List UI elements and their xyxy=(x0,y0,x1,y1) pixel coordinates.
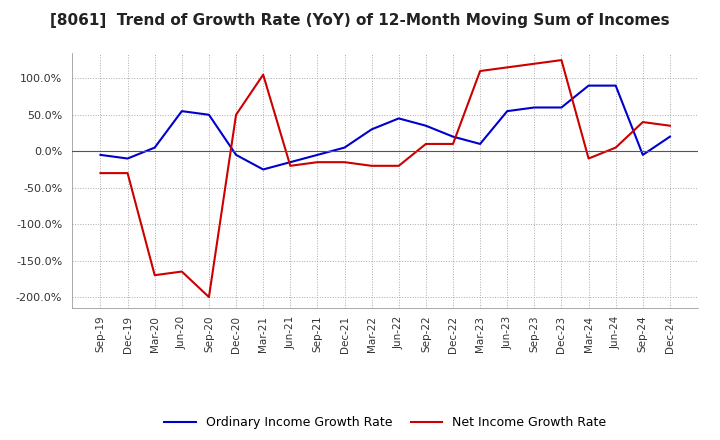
Net Income Growth Rate xyxy=(150,272,159,278)
Net Income Growth Rate xyxy=(286,163,294,169)
Ordinary Income Growth Rate xyxy=(232,152,240,158)
Net Income Growth Rate xyxy=(530,61,539,66)
Ordinary Income Growth Rate xyxy=(476,141,485,147)
Net Income Growth Rate xyxy=(123,170,132,176)
Ordinary Income Growth Rate xyxy=(286,160,294,165)
Net Income Growth Rate xyxy=(611,145,620,150)
Ordinary Income Growth Rate xyxy=(530,105,539,110)
Text: [8061]  Trend of Growth Rate (YoY) of 12-Month Moving Sum of Incomes: [8061] Trend of Growth Rate (YoY) of 12-… xyxy=(50,13,670,28)
Legend: Ordinary Income Growth Rate, Net Income Growth Rate: Ordinary Income Growth Rate, Net Income … xyxy=(159,411,611,434)
Net Income Growth Rate xyxy=(232,112,240,117)
Net Income Growth Rate xyxy=(639,119,647,125)
Line: Ordinary Income Growth Rate: Ordinary Income Growth Rate xyxy=(101,86,670,169)
Ordinary Income Growth Rate xyxy=(449,134,457,139)
Ordinary Income Growth Rate xyxy=(204,112,213,117)
Net Income Growth Rate xyxy=(449,141,457,147)
Net Income Growth Rate xyxy=(476,68,485,73)
Ordinary Income Growth Rate xyxy=(421,123,430,128)
Ordinary Income Growth Rate xyxy=(665,134,674,139)
Ordinary Income Growth Rate xyxy=(123,156,132,161)
Net Income Growth Rate xyxy=(341,160,349,165)
Net Income Growth Rate xyxy=(178,269,186,274)
Ordinary Income Growth Rate xyxy=(313,152,322,158)
Ordinary Income Growth Rate xyxy=(557,105,566,110)
Ordinary Income Growth Rate xyxy=(341,145,349,150)
Net Income Growth Rate xyxy=(259,72,268,77)
Net Income Growth Rate xyxy=(584,156,593,161)
Net Income Growth Rate xyxy=(367,163,376,169)
Net Income Growth Rate xyxy=(204,294,213,300)
Ordinary Income Growth Rate xyxy=(178,109,186,114)
Ordinary Income Growth Rate xyxy=(395,116,403,121)
Ordinary Income Growth Rate xyxy=(611,83,620,88)
Ordinary Income Growth Rate xyxy=(639,152,647,158)
Net Income Growth Rate xyxy=(313,160,322,165)
Net Income Growth Rate xyxy=(421,141,430,147)
Net Income Growth Rate xyxy=(557,58,566,63)
Ordinary Income Growth Rate xyxy=(96,152,105,158)
Net Income Growth Rate xyxy=(395,163,403,169)
Ordinary Income Growth Rate xyxy=(150,145,159,150)
Ordinary Income Growth Rate xyxy=(584,83,593,88)
Net Income Growth Rate xyxy=(96,170,105,176)
Net Income Growth Rate xyxy=(665,123,674,128)
Ordinary Income Growth Rate xyxy=(259,167,268,172)
Line: Net Income Growth Rate: Net Income Growth Rate xyxy=(101,60,670,297)
Ordinary Income Growth Rate xyxy=(367,127,376,132)
Net Income Growth Rate xyxy=(503,65,511,70)
Ordinary Income Growth Rate xyxy=(503,109,511,114)
